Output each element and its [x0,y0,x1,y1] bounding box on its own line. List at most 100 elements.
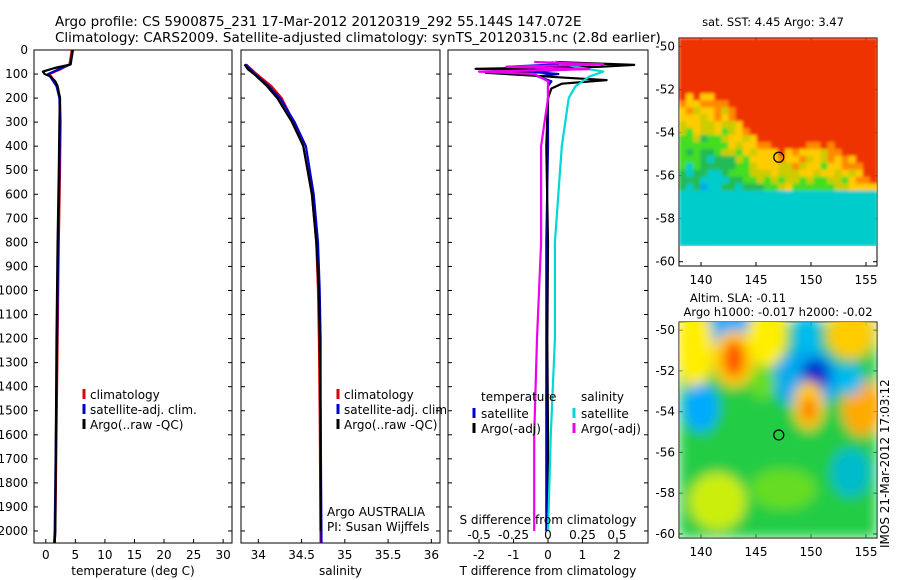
sst-cell [813,197,822,205]
sla-anomaly [826,322,875,359]
sst-cell [855,176,864,185]
sst-cell [749,232,758,240]
sst-cell [679,232,687,240]
sst-cell [735,58,744,67]
sst-cell [841,190,850,199]
footer-credit: IMOS 21-Mar-2012 17:03:12 [878,379,892,548]
sst-cell [763,218,772,226]
sst-cell [735,190,744,199]
sst-cell [834,225,843,233]
sst-cell [707,128,715,136]
sst-cell [714,197,723,205]
sst-cell [728,86,737,95]
sst-cell [686,107,694,115]
legend-label: satellite [581,407,629,421]
sst-cell [820,204,829,212]
sst-cell [827,225,836,233]
sst-cell [806,58,814,67]
sst-cell [707,65,715,74]
sst-cell [686,79,694,88]
sst-cell [714,100,723,108]
sst-cell [721,44,730,53]
sst-cell [679,65,687,74]
sst-cell [827,72,836,81]
sst-cell [799,204,807,212]
sst-cell [763,225,772,233]
sst-cell [813,148,822,157]
sst-cell [707,86,715,95]
sst-cell [827,58,836,67]
sst-cell [841,183,850,192]
sst-cell [869,162,877,171]
sst-cell [742,65,751,74]
sst-cell [848,232,857,240]
sst-cell [728,232,737,240]
sst-cell [749,65,758,74]
sst-cell [714,204,723,212]
sst-cell [813,58,822,67]
sst-cell [707,211,715,219]
sst-cell [742,169,751,178]
y-tick-label: -58 [655,486,675,500]
sst-cell [700,155,708,164]
sst-cell [827,114,836,122]
sst-cell [869,190,877,199]
sst-cell [799,239,807,246]
sst-cell [728,93,737,101]
sst-cell [799,65,807,74]
sst-cell [763,204,772,212]
sst-cell [679,135,687,143]
sst-cell [785,135,793,143]
sst-cell [735,204,744,212]
x-tick-label: 34.5 [288,548,315,562]
sst-cell [679,148,687,157]
sst-cell [679,114,687,122]
sst-cell [763,176,772,185]
sst-cell [735,107,744,115]
sst-cell [693,38,701,46]
sla-anomaly [679,322,714,392]
sst-cell [841,225,850,233]
sst-cell [735,239,744,246]
sst-cell [813,114,822,122]
sst-cell [770,107,779,115]
sst-cell [799,100,807,108]
sst-cell [756,100,765,108]
sst-cell [778,51,786,60]
sst-cell [721,86,730,95]
sst-cell [869,204,877,212]
sst-cell [679,58,687,67]
sla-field [679,322,877,538]
sst-cell [728,72,737,81]
sst-cell [686,148,694,157]
sst-cell [841,121,850,129]
sst-cell [707,114,715,122]
sst-cell [834,93,843,101]
sst-cell [679,142,687,150]
sst-cell [749,128,758,136]
sst-cell [827,100,836,108]
sst-cell [707,204,715,212]
sst-cell [693,197,701,205]
sst-cell [834,79,843,88]
sst-cell [792,65,800,74]
sst-cell [834,148,843,157]
plot-frame [33,49,233,544]
sst-cell [820,114,829,122]
sst-cell [742,204,751,212]
sst-cell [700,211,708,219]
sst-cell [799,190,807,199]
sst-cell [841,93,850,101]
sst-cell [785,51,793,60]
sst-cell [820,190,829,199]
sst-cell [841,239,850,246]
sst-cell [841,218,850,226]
sst-cell [848,58,857,67]
sst-cell [763,44,772,53]
sst-cell [785,72,793,81]
y-tick-label: -56 [655,169,675,183]
sst-cell [806,232,814,240]
sst-cell [735,100,744,108]
sst-cell [728,121,737,129]
sst-cell [721,155,730,164]
